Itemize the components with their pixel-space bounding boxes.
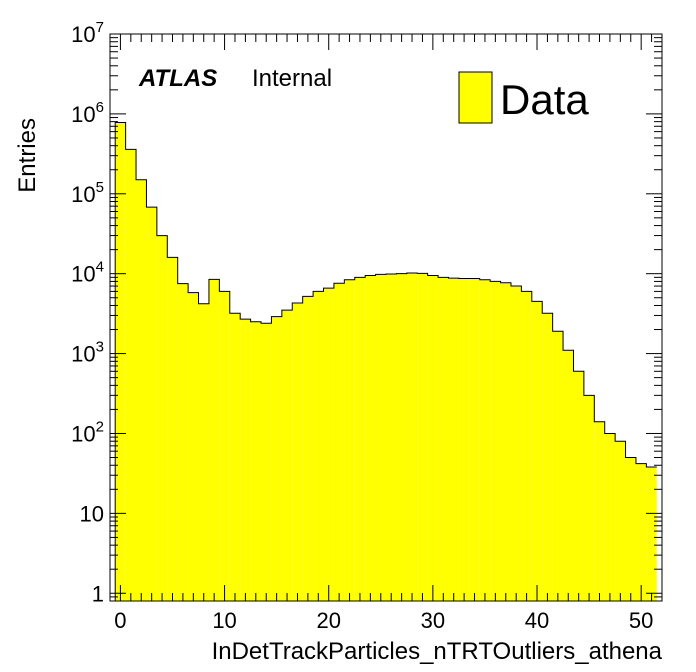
histogram-bar xyxy=(240,319,251,601)
y-tick-label: 102 xyxy=(71,418,104,446)
y-tick-label: 107 xyxy=(71,19,104,47)
x-axis-title: InDetTrackParticles_nTRTOutliers_athena xyxy=(212,638,663,665)
histogram-bar xyxy=(208,279,220,601)
histogram-bar xyxy=(552,331,564,601)
histogram-bar xyxy=(573,371,584,601)
x-tick-label: 10 xyxy=(212,608,236,633)
plot-frame xyxy=(109,33,663,602)
histogram-bar xyxy=(261,323,272,601)
legend-label: Data xyxy=(500,76,589,123)
histogram-bar xyxy=(250,321,262,601)
histogram-bar xyxy=(615,441,626,601)
histogram-bar xyxy=(219,291,230,601)
histogram-bar xyxy=(156,235,168,601)
histogram-bar xyxy=(125,149,137,602)
y-tick-label: 106 xyxy=(71,99,104,127)
y-tick-label: 104 xyxy=(71,259,104,287)
legend-swatch xyxy=(458,71,493,124)
histogram-bar xyxy=(646,467,657,601)
x-tick-label: 30 xyxy=(421,608,445,633)
histogram-bar xyxy=(271,316,282,601)
histogram-bar xyxy=(448,278,459,601)
histogram-bar xyxy=(542,313,553,601)
histogram-bar xyxy=(292,302,303,601)
histogram-bar xyxy=(386,274,397,601)
histogram-bar xyxy=(344,279,355,601)
histogram-bar xyxy=(229,313,241,601)
y-tick-label: 1 xyxy=(92,581,104,606)
x-tick-labels: 0 10 20 30 40 50 xyxy=(114,608,653,633)
y-tick-label: 10 xyxy=(80,501,104,526)
y-tick-labels: 1 10 102 103 104 105 106 107 xyxy=(71,19,104,606)
histogram-bar xyxy=(438,277,449,601)
atlas-label: ATLAS xyxy=(138,65,217,92)
histogram-bar xyxy=(490,281,501,601)
axis-ticks xyxy=(109,33,663,602)
histogram-bar xyxy=(427,275,439,601)
histogram-bar xyxy=(198,303,209,601)
histogram-bar xyxy=(635,463,647,601)
x-tick-label: 50 xyxy=(629,608,653,633)
histogram-bar xyxy=(417,273,428,601)
histogram-bar xyxy=(302,296,314,601)
histogram-bar xyxy=(531,301,543,601)
histogram-bars xyxy=(114,122,657,602)
histogram-bar xyxy=(146,207,157,601)
histogram-bar xyxy=(594,421,605,601)
histogram-bar xyxy=(469,278,480,601)
histogram-bar xyxy=(281,310,293,601)
histogram-bar xyxy=(167,257,178,601)
histogram-bar xyxy=(521,291,532,601)
x-tick-label: 40 xyxy=(525,608,549,633)
histogram-outline xyxy=(114,122,657,601)
histogram-bar xyxy=(333,283,345,601)
histogram-bar xyxy=(177,283,189,601)
histogram-bar xyxy=(479,279,491,601)
histogram-bar xyxy=(458,278,470,601)
histogram-bar xyxy=(136,179,147,601)
histogram-bar xyxy=(323,288,334,601)
histogram-bar xyxy=(500,282,511,601)
legend: Data xyxy=(458,71,589,124)
histogram-bar xyxy=(354,277,366,601)
histogram-bar xyxy=(563,350,574,601)
internal-label: Internal xyxy=(252,65,332,92)
histogram-bar xyxy=(604,433,616,601)
histogram-bar xyxy=(375,274,386,601)
histogram-bar xyxy=(188,292,199,601)
y-axis-title: Entries xyxy=(14,118,41,193)
y-tick-label: 105 xyxy=(71,179,104,207)
x-tick-label: 20 xyxy=(316,608,340,633)
histogram-bar xyxy=(583,395,595,601)
histogram-bar xyxy=(365,275,376,601)
histogram-bar xyxy=(396,273,407,601)
x-tick-label: 0 xyxy=(114,608,126,633)
histogram-bar xyxy=(510,286,522,601)
y-tick-label: 103 xyxy=(71,339,104,367)
histogram-bar xyxy=(625,457,636,601)
histogram-bar xyxy=(115,122,126,602)
histogram-bar xyxy=(406,272,418,601)
histogram-bar xyxy=(313,291,324,601)
